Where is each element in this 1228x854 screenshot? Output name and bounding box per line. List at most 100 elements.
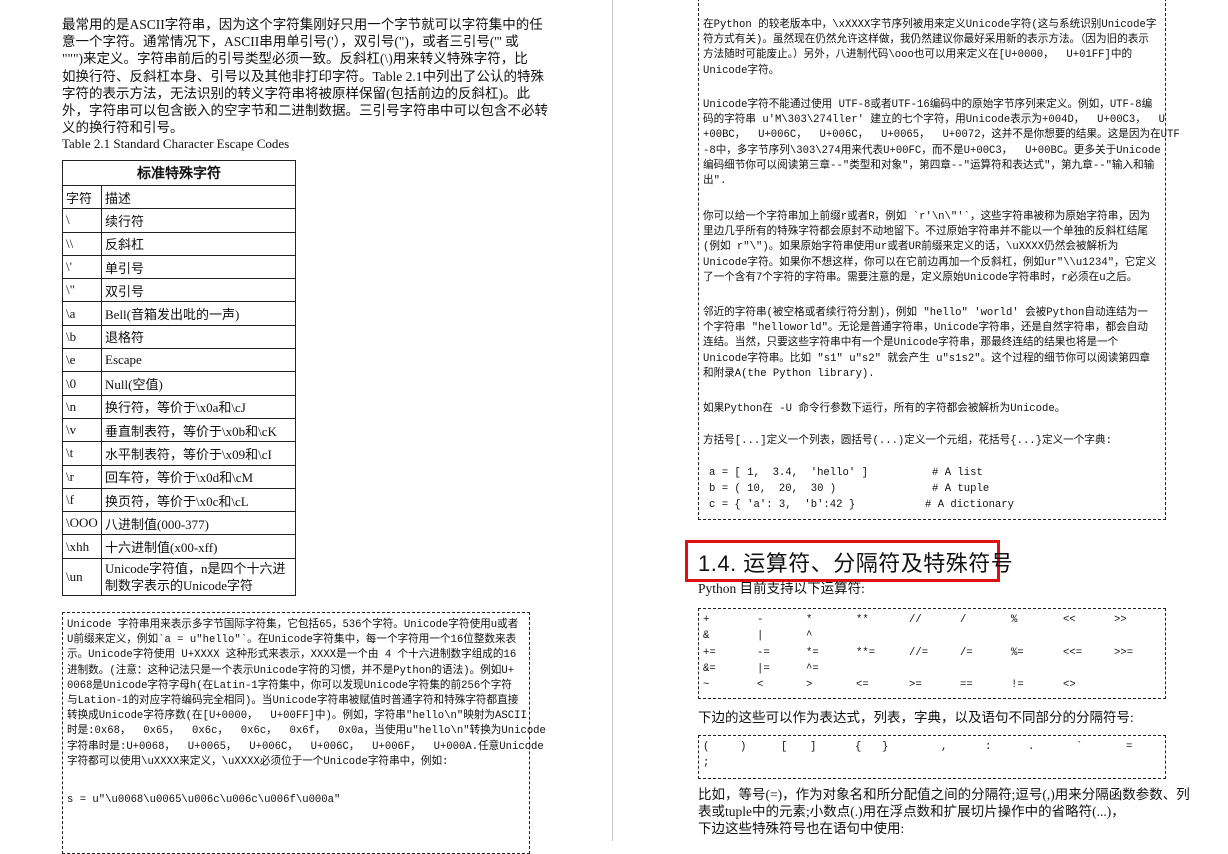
text-line: 字符的表示方法，无法识别的转义字符串将被原样保留(包括前边的反斜杠)。此: [62, 85, 530, 101]
text-line: 编码细节你可以阅读第三章--"类型和对象"，第四章--"运算符和表达式"，第九章…: [703, 159, 1155, 172]
table-title: 标准特殊字符: [62, 160, 296, 186]
text-line: 码的字符串 u'M\303\274ller' 建立的七个字符，用Unicode表…: [703, 114, 1165, 127]
code-line: c = { 'a': 3, 'b':42 }: [709, 499, 856, 511]
operator-symbol: <<=: [1063, 646, 1083, 659]
text-line: 义的换行符和引号。: [62, 120, 184, 136]
text-line: 示。Unicode字符使用 U+XXXX 这种形式来表示，XXXX是一个由 4 …: [67, 649, 517, 662]
note-paragraph: 邻近的字符串(被空格或者续行符分割)，例如 "hello" 'world' 会被…: [703, 306, 1150, 382]
escape-description: 八进制值(000-377): [101, 511, 296, 536]
operator-symbol: >>=: [1114, 646, 1134, 659]
operator-symbol: -: [757, 614, 764, 626]
table-row: \\ 反斜杠: [62, 231, 296, 256]
operator-symbol: ^=: [806, 662, 819, 675]
table-row: \" 双引号: [62, 278, 296, 303]
operator-symbol: |: [757, 630, 764, 643]
delimiters-box: () [] {},:. ` =;: [698, 735, 1166, 779]
text-line: 个字符串 "helloworld"。无论是普通字符串，Unicode字符串，还是…: [703, 322, 1148, 335]
table-row: \f 换页符，等价于\x0c和\cL: [62, 487, 296, 513]
table-row: \xhh 十六进制值(x00-xff): [62, 534, 296, 559]
escape-sequence: \t: [62, 441, 102, 466]
table-row: \n 换行符，等价于\x0a和\cJ: [62, 394, 296, 419]
table-row: \v 垂直制表符，等价于\x0b和\cK: [62, 417, 296, 443]
table-row: \t 水平制表符，等价于\x09和\cI: [62, 441, 296, 466]
text-line: (例如 r"\")。如果原始字符串使用ur或者UR前缀来定义的话，\uXXXX仍…: [703, 241, 1119, 254]
intro-paragraph: 最常用的是ASCII字符串，因为这个字符集刚好只用一个字节就可以字符集中的任 意一…: [62, 16, 548, 136]
operator-symbol: |=: [757, 662, 770, 675]
code-comment: # A tuple: [932, 483, 990, 495]
page-divider: [612, 0, 613, 841]
text-line: 方括号[...]定义一个列表，圆括号(...)定义一个元组，花括号{...}定义…: [703, 435, 1112, 447]
unicode-note-box: Unicode 字符串用来表示多字节国际字符集，它包括65，536个字符。Uni…: [62, 612, 546, 854]
operator-symbol: <<: [1063, 614, 1076, 626]
text-line: 进制数。(注意：这种记法只是一个表示Unicode字符的习惯，并不是Python…: [67, 664, 515, 677]
section-heading: 1.4. 运算符、分隔符及特殊符号: [698, 551, 1014, 576]
escape-sequence: \f: [62, 487, 102, 513]
text-line: 时是:0x68， 0x65， 0x6c， 0x6c， 0x6f， 0x0a，当使…: [67, 725, 546, 738]
note-paragraph: 方括号[...]定义一个列表，圆括号(...)定义一个元组，花括号{...}定义…: [703, 434, 1112, 449]
unicode-example-code: s = u"\u0068\u0065\u006c\u006c\u006f\u00…: [67, 794, 341, 806]
operator-symbol: -=: [757, 646, 770, 659]
delimiter-symbol: ,: [941, 741, 948, 753]
escape-sequence: \: [62, 208, 102, 233]
escape-sequence: \\: [62, 231, 102, 256]
escape-sequence: \n: [62, 394, 102, 419]
operator-symbol: ^: [806, 630, 813, 643]
delimiter-symbol: ): [740, 741, 747, 753]
operator-symbol: <>: [1063, 679, 1076, 692]
table-row: \un Unicode字符值，n是四个十六进制数字表示的Unicode字符: [62, 557, 296, 596]
text-line: -8中，多字节序列\303\274用来代表U+00FC，而不是U+00C3， U…: [703, 144, 1161, 157]
note-paragraph: 你可以给一个字符串加上前缀r或者R，例如 `r'\n\"'`，这些字符串被称为原…: [703, 210, 1156, 286]
text-line: 方法随时可能废止。）另外，八进制代码\ooo也可以用来定义在[U+0000， U…: [703, 49, 1133, 62]
escape-sequence: \e: [62, 348, 102, 373]
text-line: 最常用的是ASCII字符串，因为这个字符集刚好只用一个字节就可以字符集中的任: [62, 17, 543, 32]
escape-description: 垂直制表符，等价于\x0b和\cK: [101, 417, 296, 443]
escape-sequence: \a: [62, 301, 102, 326]
text-line: 0068是Unicode字符字母h(在Latin-1字符集中，你可以发现Unic…: [67, 679, 512, 692]
text-line: 意一个字符。通常情况下，ASCII串用单引号('），双引号(")，或者三引号('…: [62, 34, 519, 50]
table-row: \OOO 八进制值(000-377): [62, 511, 296, 536]
text-line: 邻近的字符串(被空格或者续行符分割)，例如 "hello" 'world' 会被…: [703, 307, 1148, 319]
text-line: 比如，等号(=)，作为对象名和所分配值之间的分隔符;逗号(,)用来分隔函数参数、…: [698, 787, 1190, 802]
note-paragraph: Unicode字符不能通过使用 UTF-8或者UTF-16编码中的原始字节序列来…: [703, 98, 1180, 189]
operator-symbol: /=: [960, 646, 973, 659]
operator-symbol: &=: [703, 662, 716, 675]
escape-sequence: \un: [62, 557, 102, 596]
text-line: 字符都可以使用\uXXXX来定义，\uXXXX必须位于一个Unicode字符串中…: [67, 755, 449, 768]
text-line: 如换行符、反斜杠本身、引号以及其他非打印字符。Table 2.1中列出了公认的特…: [62, 68, 545, 84]
text-line: 了一个含有7个字符的字符串。需要注意的是，定义原始Unicode字符串时，r必须…: [703, 271, 1138, 284]
delimiters-intro: 下边的这些可以作为表达式，列表，字典，以及语句不同部分的分隔符号:: [698, 710, 1134, 725]
text-line: 和附录A(the Python library).: [703, 367, 875, 380]
escape-description: 十六进制值(x00-xff): [101, 534, 296, 559]
closing-paragraph: 比如，等号(=)，作为对象名和所分配值之间的分隔符;逗号(,)用来分隔函数参数、…: [698, 786, 1190, 838]
escape-codes-table: 标准特殊字符 字符 描述 \ 续行符 \\ 反斜杠 \' 单引号 \" 双引号 \a Bell(音…: [62, 160, 296, 596]
operator-symbol: %=: [1011, 646, 1024, 659]
text-line: 外，字符串可以包含嵌入的空字节和二进制数据。三引号字符串中可以包含不必转: [62, 103, 548, 119]
delimiter-symbol: }: [882, 741, 889, 753]
text-line: 字符串时是:U+0068， U+0065， U+006C， U+006C， U+…: [67, 740, 544, 753]
escape-sequence: \OOO: [62, 511, 102, 536]
code-line: b = ( 10, 20, 30 ): [709, 483, 837, 495]
text-line: Unicode字符不能通过使用 UTF-8或者UTF-16编码中的原始字节序列来…: [703, 99, 1153, 111]
operator-symbol: **: [856, 614, 869, 626]
string-notes-box: 在Python 的较老版本中，\xXXXX字节序列被用来定义Unicode字符(…: [698, 0, 1180, 520]
delimiter-symbol: .: [1028, 741, 1035, 753]
table-row: \r 回车符，等价于\x0d和\cM: [62, 464, 296, 489]
escape-description: 单引号: [101, 254, 296, 280]
text-line: U前缀来定义，例如`a = u"hello"`。在Unicode字符集中，每一个…: [67, 634, 517, 647]
text-line: Unicode 字符串用来表示多字节国际字符集，它包括65，536个字符。Uni…: [67, 619, 519, 631]
operator-symbol: ~: [703, 679, 710, 692]
operator-symbol: //=: [909, 646, 929, 659]
operator-symbol: /: [960, 614, 967, 626]
escape-sequence: \': [62, 254, 102, 280]
delimiter-symbol: `: [1076, 741, 1083, 753]
escape-sequence: \r: [62, 464, 102, 489]
text-line: 里边几乎所有的特殊字符都会原封不动地留下。不过原始字符串并不能以一个单独的反斜杠…: [703, 226, 1148, 239]
delimiter-symbol: :: [985, 741, 992, 753]
note-paragraph: 在Python 的较老版本中，\xXXXX字节序列被用来定义Unicode字符(…: [703, 18, 1156, 79]
code-comment: # A list: [932, 467, 983, 479]
text-line: 下边这些特殊符号也在语句中使用:: [698, 821, 905, 837]
text-line: 连结。当然，只要这些字符串中有一个是Unicode字符串，那最终连结的结果也将是…: [703, 337, 1119, 350]
column-header: 字符: [62, 184, 102, 210]
operators-intro: Python 目前支持以下运算符:: [698, 581, 865, 596]
unicode-note-text: Unicode 字符串用来表示多字节国际字符集，它包括65，536个字符。Uni…: [67, 618, 546, 770]
